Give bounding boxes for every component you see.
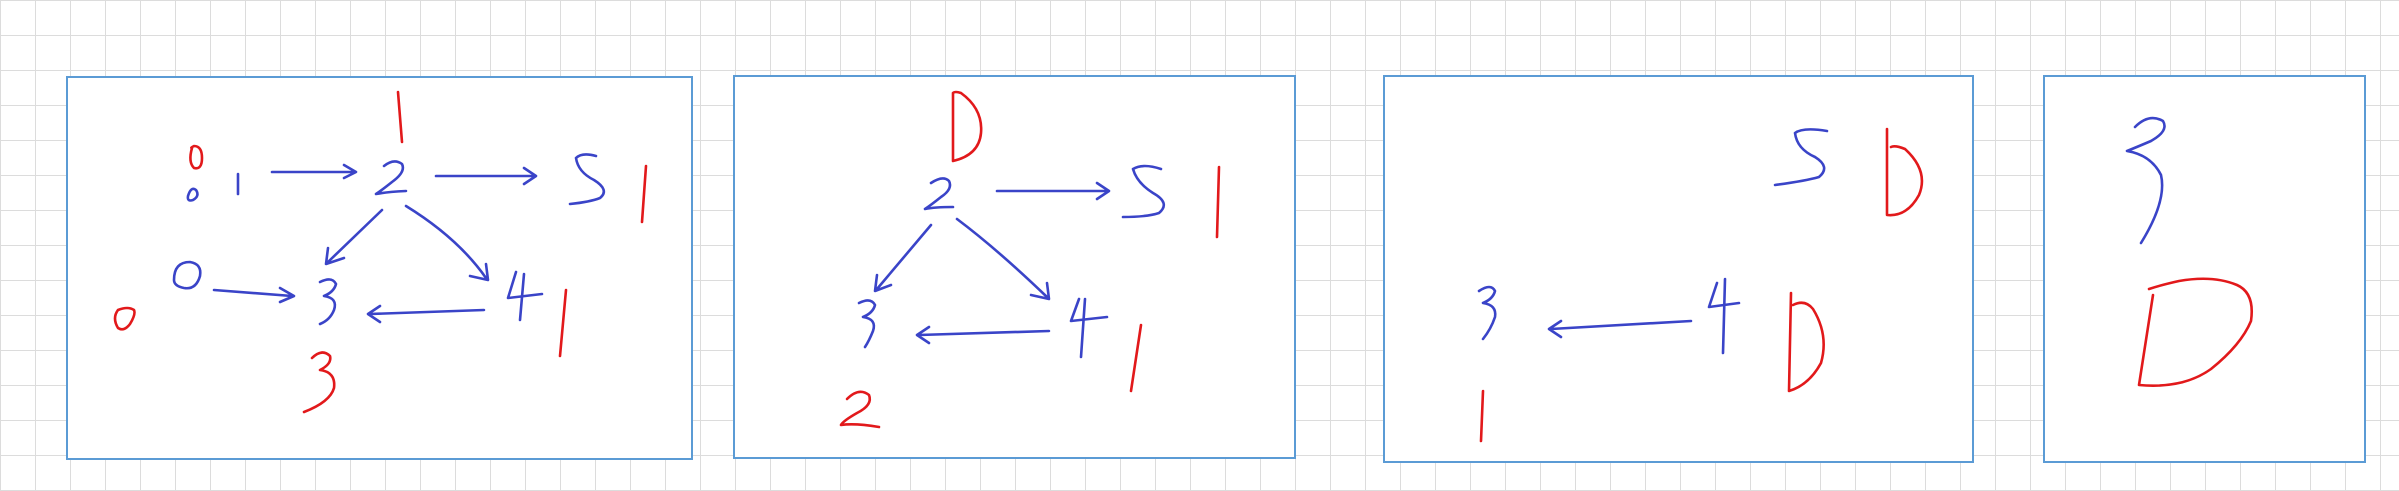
label-1-bottom-right	[558, 288, 568, 358]
label-1-bottom-left	[1479, 389, 1485, 443]
label-0-bottom-right	[1787, 291, 1825, 393]
label-1-bottom-right	[1129, 323, 1143, 393]
node-3	[1477, 285, 1497, 341]
node-3	[857, 299, 877, 349]
graph-panel-4	[2043, 75, 2366, 463]
handwritten-graph-2	[839, 90, 1221, 429]
label-0	[2137, 277, 2253, 387]
red-ink-strokes	[839, 90, 1221, 429]
node-5	[568, 153, 606, 206]
label-0-left	[113, 306, 136, 331]
label-2-bottom	[839, 390, 881, 429]
label-0-right	[1885, 127, 1924, 217]
handwritten-graph-4	[2125, 116, 2253, 387]
edge-1-2	[270, 163, 358, 180]
node-0-top	[186, 187, 199, 202]
edge-2-4	[955, 217, 1051, 301]
handwritten-graph-1	[113, 90, 648, 414]
red-ink-strokes	[1479, 127, 1924, 443]
red-ink-strokes	[2137, 277, 2253, 387]
label-1-top	[396, 90, 404, 144]
node-2	[374, 160, 408, 196]
edge-4-3	[366, 304, 486, 324]
node-3	[318, 278, 338, 326]
edge-2-4	[404, 204, 490, 282]
edge-2-3	[324, 208, 384, 266]
blue-ink-strokes	[172, 153, 606, 326]
edge-4-3	[915, 325, 1051, 345]
edge-2-3	[873, 223, 933, 293]
edge-2-5	[995, 181, 1111, 201]
edge-0-3	[212, 286, 296, 304]
label-1-right	[1215, 165, 1221, 239]
label-0-top	[951, 90, 983, 163]
label-0-top	[189, 144, 204, 170]
edge-4-3	[1547, 319, 1693, 339]
node-3	[2125, 116, 2166, 245]
edge-2-5	[434, 166, 538, 186]
node-5	[1773, 128, 1829, 187]
label-1-right	[640, 164, 648, 224]
node-5	[1121, 164, 1166, 219]
node-4	[1069, 297, 1109, 359]
blue-ink-strokes	[2125, 116, 2166, 245]
node-4	[506, 270, 544, 322]
node-4	[1707, 277, 1741, 355]
node-2	[923, 177, 955, 211]
blue-ink-strokes	[1477, 128, 1829, 355]
label-3-bottom	[302, 351, 336, 414]
graph-panel-3	[1383, 75, 1974, 463]
blue-ink-strokes	[857, 164, 1166, 359]
graph-panel-1	[66, 76, 693, 460]
node-0-bottom	[172, 260, 202, 290]
handwritten-graph-3	[1477, 127, 1924, 443]
red-ink-strokes	[113, 90, 648, 414]
graph-panel-2	[733, 75, 1296, 459]
